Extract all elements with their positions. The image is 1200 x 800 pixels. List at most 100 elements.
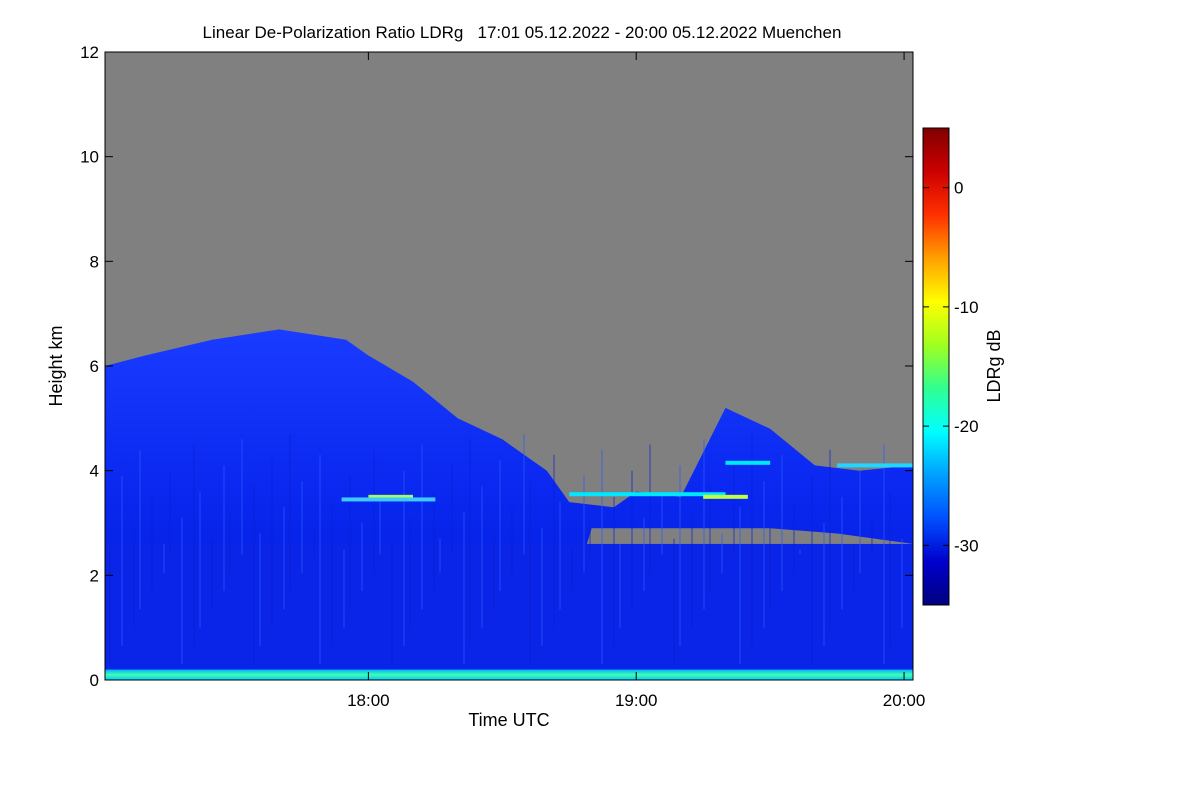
fall-streak <box>841 496 843 610</box>
fall-streak <box>571 549 573 592</box>
fall-streak <box>223 465 225 592</box>
fall-streak <box>559 502 561 610</box>
chart-title: Linear De-Polarization Ratio LDRg 17:01 … <box>203 23 842 42</box>
fall-streak <box>583 475 585 573</box>
fall-streak <box>763 481 765 628</box>
fall-streak <box>301 481 303 573</box>
y-axis-label: Height km <box>46 325 66 406</box>
fall-streak <box>511 507 513 573</box>
thin-layer <box>341 497 436 502</box>
fall-streak <box>529 481 531 665</box>
fall-streak <box>151 496 153 592</box>
x-tick-label: 20:00 <box>883 691 926 710</box>
surface-layer <box>105 669 913 680</box>
fall-streak <box>181 517 183 665</box>
colorbar-tick-label: -20 <box>954 417 979 436</box>
colorbar: 0 -10 -20 -30 LDRg dB <box>922 127 1004 606</box>
fall-streak <box>199 491 201 628</box>
y-tick-label: 8 <box>90 252 99 271</box>
fall-streak <box>121 475 123 646</box>
fall-streak <box>823 523 825 646</box>
y-tick-label: 6 <box>90 357 99 376</box>
fall-streak <box>343 549 345 628</box>
fall-streak <box>709 486 711 592</box>
fall-streak <box>421 444 423 610</box>
thin-layer <box>569 492 726 497</box>
colorbar-label: LDRg dB <box>984 329 1004 402</box>
y-axis: 0 2 4 6 8 10 12 <box>80 43 913 690</box>
fall-streak <box>211 538 213 610</box>
fall-streak <box>643 517 645 592</box>
aerosol-layers <box>341 460 913 502</box>
colorbar-gradient <box>922 127 950 606</box>
colorbar-tick-label: -30 <box>954 536 979 555</box>
fall-streak <box>463 512 465 665</box>
fall-streak <box>271 460 273 628</box>
fall-streak <box>793 502 795 573</box>
fall-streak <box>721 533 723 573</box>
colorbar-ticks: 0 -10 -20 -30 <box>923 179 979 555</box>
fall-streak <box>733 460 735 555</box>
thin-layer <box>837 463 913 468</box>
y-tick-label: 10 <box>80 148 99 167</box>
plot-area <box>105 52 913 680</box>
fall-streak <box>691 512 693 628</box>
fall-streak <box>163 543 165 573</box>
colorbar-tick-label: 0 <box>954 179 963 198</box>
fall-streak <box>661 491 663 555</box>
fall-streak <box>649 444 651 573</box>
fall-streak <box>373 449 375 573</box>
fall-streak <box>403 470 405 646</box>
fall-streak <box>703 439 705 610</box>
fall-streak <box>889 491 891 646</box>
fall-streak <box>439 538 441 573</box>
y-tick-label: 0 <box>90 671 99 690</box>
fall-streak <box>769 528 771 610</box>
fall-streak <box>679 465 681 646</box>
fall-streak <box>853 543 855 592</box>
thin-layer <box>725 460 771 465</box>
fall-streak <box>349 475 351 610</box>
fall-streak <box>241 439 243 555</box>
x-axis-label: Time UTC <box>468 710 549 730</box>
fall-streak <box>229 512 231 573</box>
fall-streak <box>541 528 543 646</box>
fall-streak <box>883 444 885 665</box>
fall-streak <box>601 449 603 665</box>
y-tick-label: 12 <box>80 43 99 62</box>
fall-streak <box>409 517 411 628</box>
x-tick-label: 19:00 <box>615 691 658 710</box>
fall-streak <box>499 460 501 592</box>
fall-streak <box>259 533 261 646</box>
fall-streak <box>361 523 363 592</box>
fall-streak <box>523 434 525 555</box>
fall-streak <box>781 454 783 592</box>
fall-streak <box>133 523 135 628</box>
fall-streak <box>193 444 195 646</box>
lower-cloud-layer <box>105 543 913 680</box>
x-tick-label: 18:00 <box>347 691 390 710</box>
fall-streak <box>859 470 861 573</box>
fall-streak <box>871 517 873 555</box>
thin-layer <box>703 494 748 499</box>
fall-streak <box>139 449 141 610</box>
fall-streak <box>289 434 291 592</box>
fall-streak <box>811 475 813 665</box>
fall-streak <box>493 533 495 610</box>
fall-streak <box>169 470 171 555</box>
x-axis: 18:00 19:00 20:00 <box>347 52 925 710</box>
fall-streak <box>451 465 453 555</box>
thin-layer <box>368 494 414 499</box>
fall-streak <box>379 496 381 555</box>
fall-streak <box>751 434 753 646</box>
fall-streak <box>631 470 633 610</box>
y-tick-label: 2 <box>90 566 99 585</box>
fall-streaks <box>105 434 913 680</box>
fall-streak <box>613 496 615 646</box>
fall-streak <box>481 486 483 628</box>
fall-streak <box>313 528 315 555</box>
fall-streak <box>109 549 111 665</box>
colorbar-tick-label: -10 <box>954 298 979 317</box>
fall-streak <box>283 507 285 610</box>
